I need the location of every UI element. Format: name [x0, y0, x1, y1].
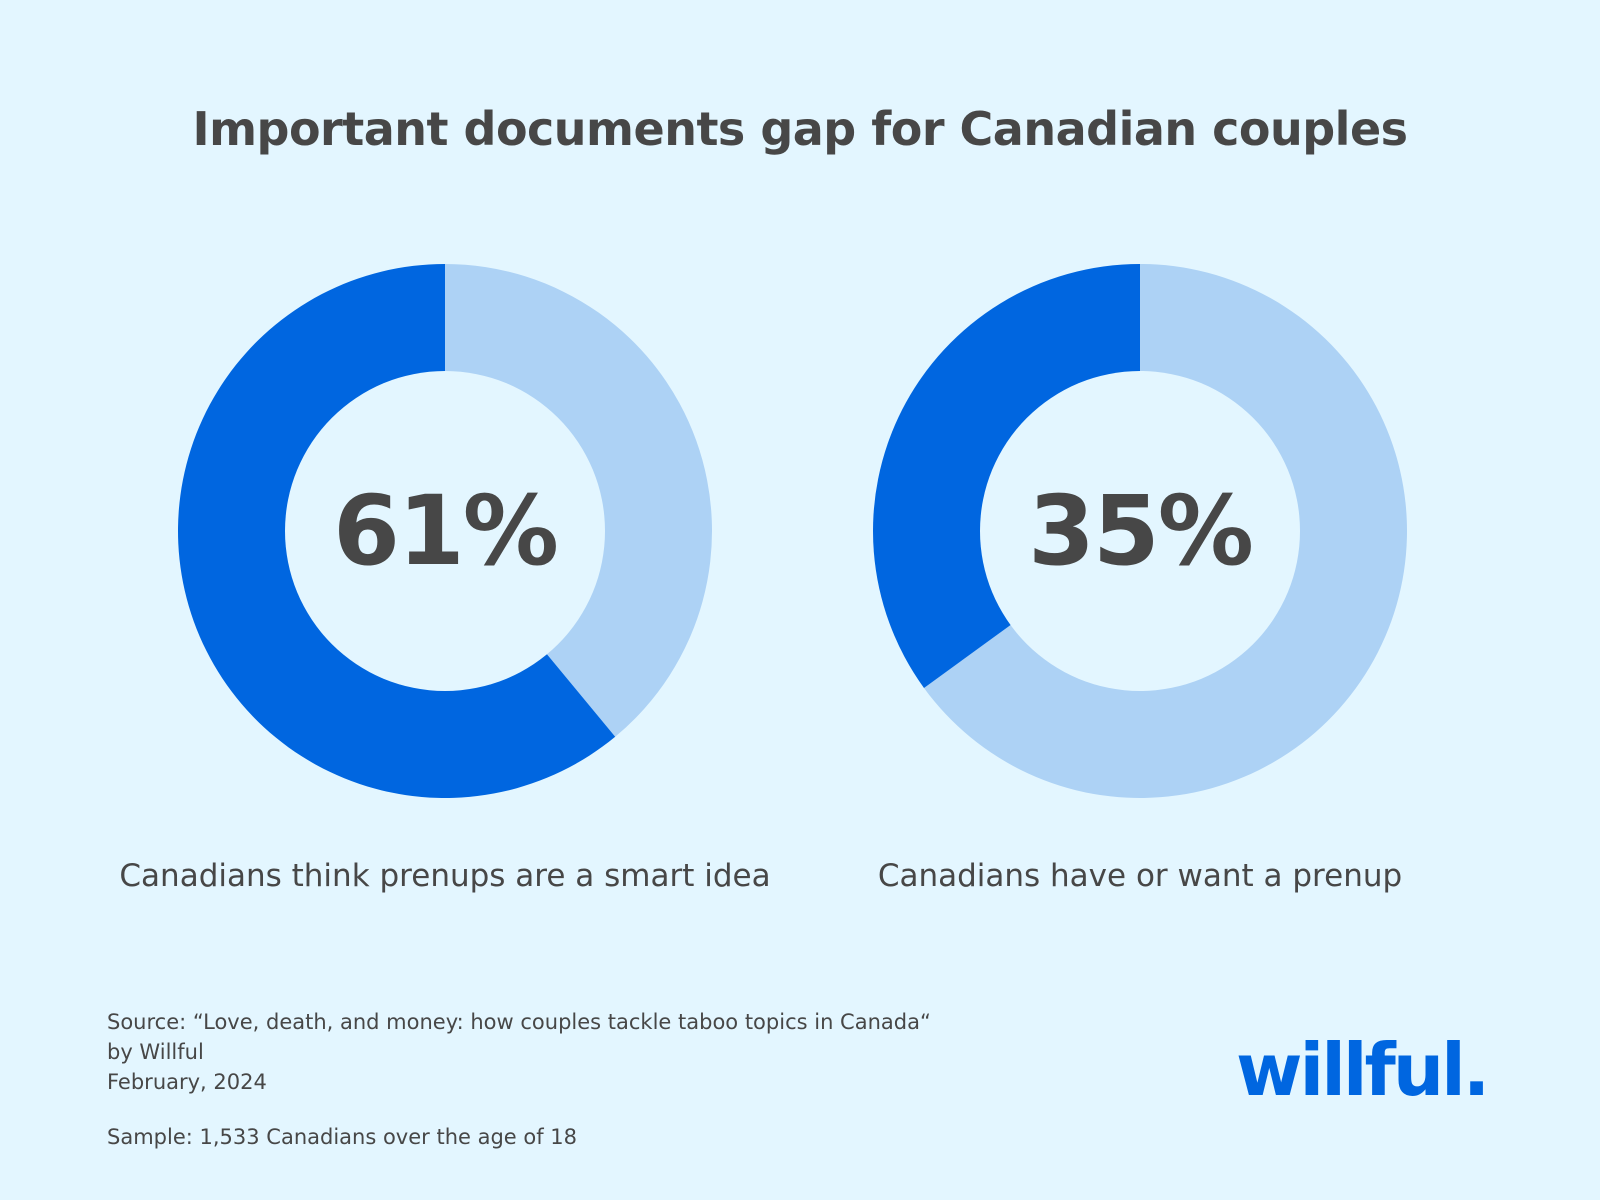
donut-hole-smart-idea [285, 371, 605, 691]
donut-chart-have-or-want: 35% [871, 262, 1409, 800]
donut-value-smart-idea: 61% [333, 475, 559, 587]
chart-title: Important documents gap for Canadian cou… [192, 102, 1408, 156]
willful-logo: willful. [1236, 1028, 1490, 1112]
donut-caption-smart-idea: Canadians think prenups are a smart idea [119, 858, 771, 894]
source-line-date: February, 2024 [107, 1070, 267, 1094]
donut-caption-have-or-want: Canadians have or want a prenup [877, 858, 1403, 894]
sample-note: Sample: 1,533 Canadians over the age of … [107, 1125, 578, 1149]
donut-value-have-or-want: 35% [1028, 475, 1254, 587]
donut-hole-have-or-want [980, 371, 1300, 691]
donut-chart-smart-idea: 61% [176, 262, 714, 800]
source-line-title: Source: “Love, death, and money: how cou… [107, 1010, 931, 1034]
donut-svg-smart-idea [177, 264, 712, 798]
source-line-author: by Willful [107, 1040, 204, 1064]
donut-svg-have-or-want [873, 264, 1407, 799]
source-note: Source: “Love, death, and money: how cou… [107, 1007, 931, 1097]
